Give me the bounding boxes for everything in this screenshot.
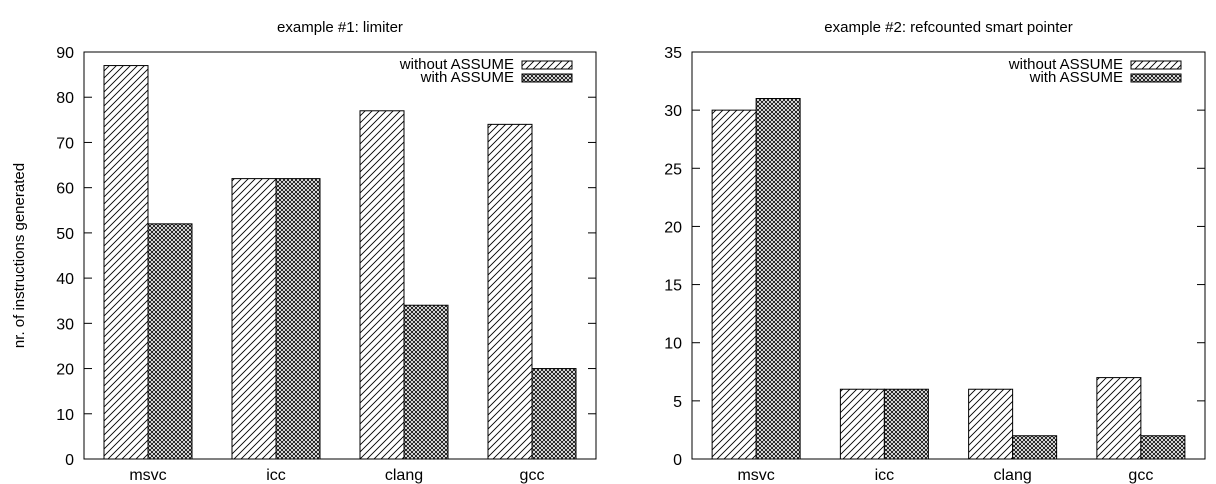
y-tick-label: 30 [664, 103, 682, 120]
bar-without-assume [968, 388, 1014, 460]
plot-frame [83, 51, 597, 460]
bar-without-assume [711, 109, 757, 460]
legend-swatch [521, 73, 573, 83]
bar-without-assume [1096, 377, 1142, 460]
y-tick-label: 15 [664, 278, 682, 295]
bar-without-assume [487, 123, 533, 460]
y-tick-label: 0 [65, 452, 74, 469]
y-tick-label: 50 [56, 226, 74, 243]
y-tick-label: 20 [664, 219, 682, 236]
bar-without-assume [839, 388, 885, 460]
y-tick-label: 80 [56, 90, 74, 107]
y-tick-label: 60 [56, 181, 74, 198]
legend-swatch [521, 60, 573, 70]
legend-label: without ASSUME [399, 56, 514, 73]
legend-label: with ASSUME [420, 69, 514, 86]
chart-title: example #1: limiter [277, 19, 403, 36]
y-axis-label: nr. of instructions generated [11, 163, 28, 348]
bar-with-assume [755, 98, 801, 460]
x-tick-label: icc [266, 467, 286, 484]
y-tick-label: 10 [664, 336, 682, 353]
bar-with-assume [275, 178, 321, 460]
y-tick-label: 20 [56, 362, 74, 379]
x-tick-label: msvc [129, 467, 166, 484]
x-tick-label: clang [994, 467, 1032, 484]
y-tick-label: 5 [673, 394, 682, 411]
legend-label: without ASSUME [1008, 56, 1123, 73]
y-tick-label: 35 [664, 45, 682, 62]
bar-with-assume [883, 388, 929, 460]
legend-label: with ASSUME [1029, 69, 1123, 86]
bar-with-assume [147, 223, 193, 460]
plot-frame [691, 51, 1206, 460]
y-tick-label: 10 [56, 407, 74, 424]
legend-swatch [1130, 60, 1182, 70]
chart-refcounted-smart-pointer: example #2: refcounted smart pointer 0 5 10… [664, 19, 1206, 484]
y-tick-label: 30 [56, 316, 74, 333]
y-tick-label: 0 [673, 452, 682, 469]
x-tick-label: msvc [737, 467, 774, 484]
bar-with-assume [1140, 435, 1186, 460]
y-tick-label: 40 [56, 271, 74, 288]
bar-without-assume [231, 178, 277, 460]
x-tick-label: gcc [520, 467, 545, 484]
bar-with-assume [403, 304, 449, 460]
bar-with-assume [1012, 435, 1058, 460]
x-tick-label: gcc [1128, 467, 1153, 484]
legend-swatch [1130, 73, 1182, 83]
bar-with-assume [531, 368, 577, 460]
bar-without-assume [359, 110, 405, 460]
y-tick-label: 25 [664, 161, 682, 178]
x-tick-label: clang [385, 467, 423, 484]
y-tick-label: 70 [56, 135, 74, 152]
bar-without-assume [103, 65, 149, 460]
y-tick-label: 90 [56, 45, 74, 62]
x-tick-label: icc [875, 467, 895, 484]
chart-title: example #2: refcounted smart pointer [824, 19, 1072, 36]
chart-limiter: example #1: limiter nr. of instructions g… [11, 19, 597, 484]
